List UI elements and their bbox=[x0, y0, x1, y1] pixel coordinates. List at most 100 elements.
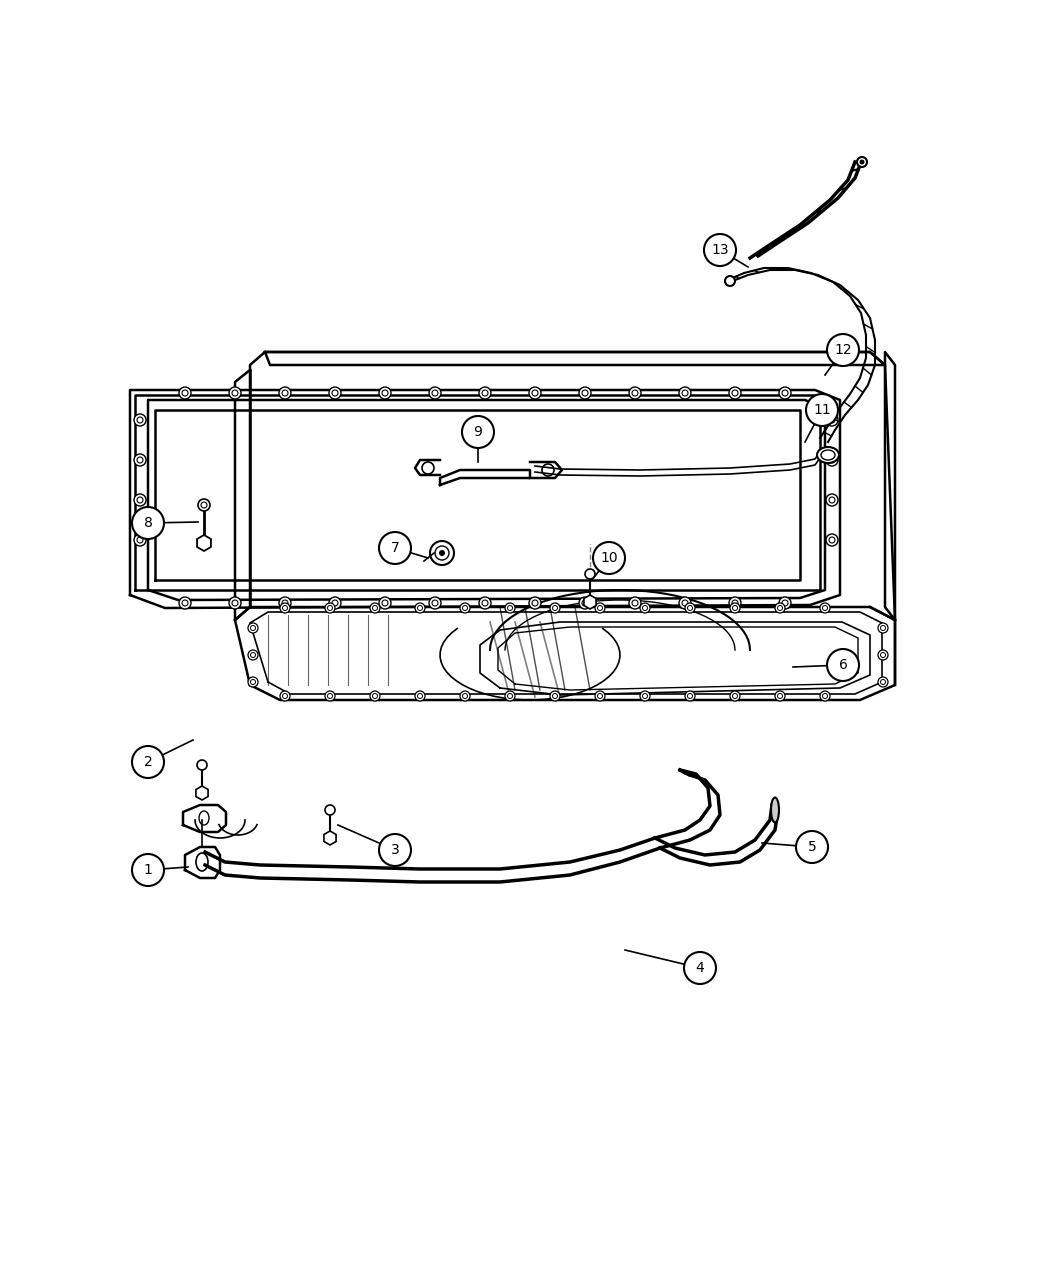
Circle shape bbox=[132, 854, 164, 886]
Circle shape bbox=[439, 550, 445, 556]
Circle shape bbox=[878, 650, 888, 660]
Circle shape bbox=[479, 388, 491, 399]
Circle shape bbox=[595, 603, 605, 613]
Circle shape bbox=[640, 691, 650, 701]
Circle shape bbox=[429, 388, 441, 399]
Circle shape bbox=[579, 388, 591, 399]
Circle shape bbox=[629, 388, 640, 399]
Circle shape bbox=[679, 388, 691, 399]
Text: 8: 8 bbox=[144, 516, 152, 530]
Circle shape bbox=[826, 414, 838, 426]
Circle shape bbox=[198, 499, 210, 511]
Circle shape bbox=[820, 603, 830, 613]
Circle shape bbox=[629, 597, 640, 609]
Circle shape bbox=[279, 388, 291, 399]
Circle shape bbox=[326, 603, 335, 613]
Circle shape bbox=[595, 691, 605, 701]
Circle shape bbox=[724, 275, 735, 286]
Circle shape bbox=[593, 542, 625, 574]
Ellipse shape bbox=[817, 448, 839, 463]
Circle shape bbox=[134, 493, 146, 506]
Circle shape bbox=[134, 454, 146, 465]
Circle shape bbox=[679, 597, 691, 609]
Text: 6: 6 bbox=[839, 658, 847, 672]
Circle shape bbox=[280, 691, 290, 701]
Circle shape bbox=[827, 334, 859, 366]
Circle shape bbox=[326, 691, 335, 701]
Circle shape bbox=[415, 603, 425, 613]
Circle shape bbox=[796, 831, 828, 863]
Circle shape bbox=[542, 464, 554, 476]
Text: 13: 13 bbox=[711, 244, 729, 258]
Circle shape bbox=[134, 534, 146, 546]
Circle shape bbox=[280, 603, 290, 613]
Circle shape bbox=[685, 691, 695, 701]
Circle shape bbox=[329, 388, 341, 399]
Circle shape bbox=[806, 394, 838, 426]
Circle shape bbox=[132, 507, 164, 539]
Circle shape bbox=[779, 597, 791, 609]
Circle shape bbox=[730, 603, 740, 613]
Circle shape bbox=[826, 493, 838, 506]
Circle shape bbox=[820, 691, 830, 701]
Circle shape bbox=[370, 603, 380, 613]
Circle shape bbox=[550, 603, 560, 613]
Text: 1: 1 bbox=[144, 863, 152, 877]
Circle shape bbox=[585, 569, 595, 579]
Text: 7: 7 bbox=[391, 541, 399, 555]
Circle shape bbox=[132, 746, 164, 778]
Polygon shape bbox=[196, 785, 208, 799]
Circle shape bbox=[134, 414, 146, 426]
Circle shape bbox=[248, 650, 258, 660]
Circle shape bbox=[775, 603, 785, 613]
Circle shape bbox=[326, 805, 335, 815]
Circle shape bbox=[479, 597, 491, 609]
Circle shape bbox=[178, 388, 191, 399]
Circle shape bbox=[550, 691, 560, 701]
Circle shape bbox=[248, 677, 258, 687]
Circle shape bbox=[422, 462, 434, 474]
Circle shape bbox=[505, 603, 514, 613]
Circle shape bbox=[460, 603, 470, 613]
Circle shape bbox=[415, 691, 425, 701]
Text: 5: 5 bbox=[807, 840, 817, 854]
Circle shape bbox=[370, 691, 380, 701]
Circle shape bbox=[379, 597, 391, 609]
Circle shape bbox=[857, 157, 867, 167]
Text: 9: 9 bbox=[474, 425, 482, 439]
Circle shape bbox=[379, 388, 391, 399]
Circle shape bbox=[826, 534, 838, 546]
Polygon shape bbox=[324, 831, 336, 845]
Circle shape bbox=[462, 416, 493, 448]
Polygon shape bbox=[197, 536, 211, 551]
Circle shape bbox=[460, 691, 470, 701]
Circle shape bbox=[640, 603, 650, 613]
Text: 11: 11 bbox=[813, 403, 831, 417]
Circle shape bbox=[197, 760, 207, 770]
Circle shape bbox=[579, 597, 591, 609]
Circle shape bbox=[730, 691, 740, 701]
Text: 3: 3 bbox=[391, 843, 399, 857]
Circle shape bbox=[429, 597, 441, 609]
Circle shape bbox=[878, 623, 888, 632]
Text: 4: 4 bbox=[695, 961, 705, 975]
Circle shape bbox=[729, 597, 741, 609]
Circle shape bbox=[529, 388, 541, 399]
Circle shape bbox=[827, 649, 859, 681]
Circle shape bbox=[505, 691, 514, 701]
Circle shape bbox=[229, 388, 242, 399]
Circle shape bbox=[529, 597, 541, 609]
Circle shape bbox=[775, 691, 785, 701]
Circle shape bbox=[329, 597, 341, 609]
Circle shape bbox=[685, 603, 695, 613]
Circle shape bbox=[684, 952, 716, 984]
Circle shape bbox=[729, 388, 741, 399]
Circle shape bbox=[704, 235, 736, 266]
Circle shape bbox=[430, 541, 454, 565]
Circle shape bbox=[248, 623, 258, 632]
Circle shape bbox=[860, 159, 864, 164]
Circle shape bbox=[279, 597, 291, 609]
Polygon shape bbox=[584, 595, 596, 609]
Ellipse shape bbox=[771, 797, 779, 822]
Circle shape bbox=[379, 834, 411, 866]
